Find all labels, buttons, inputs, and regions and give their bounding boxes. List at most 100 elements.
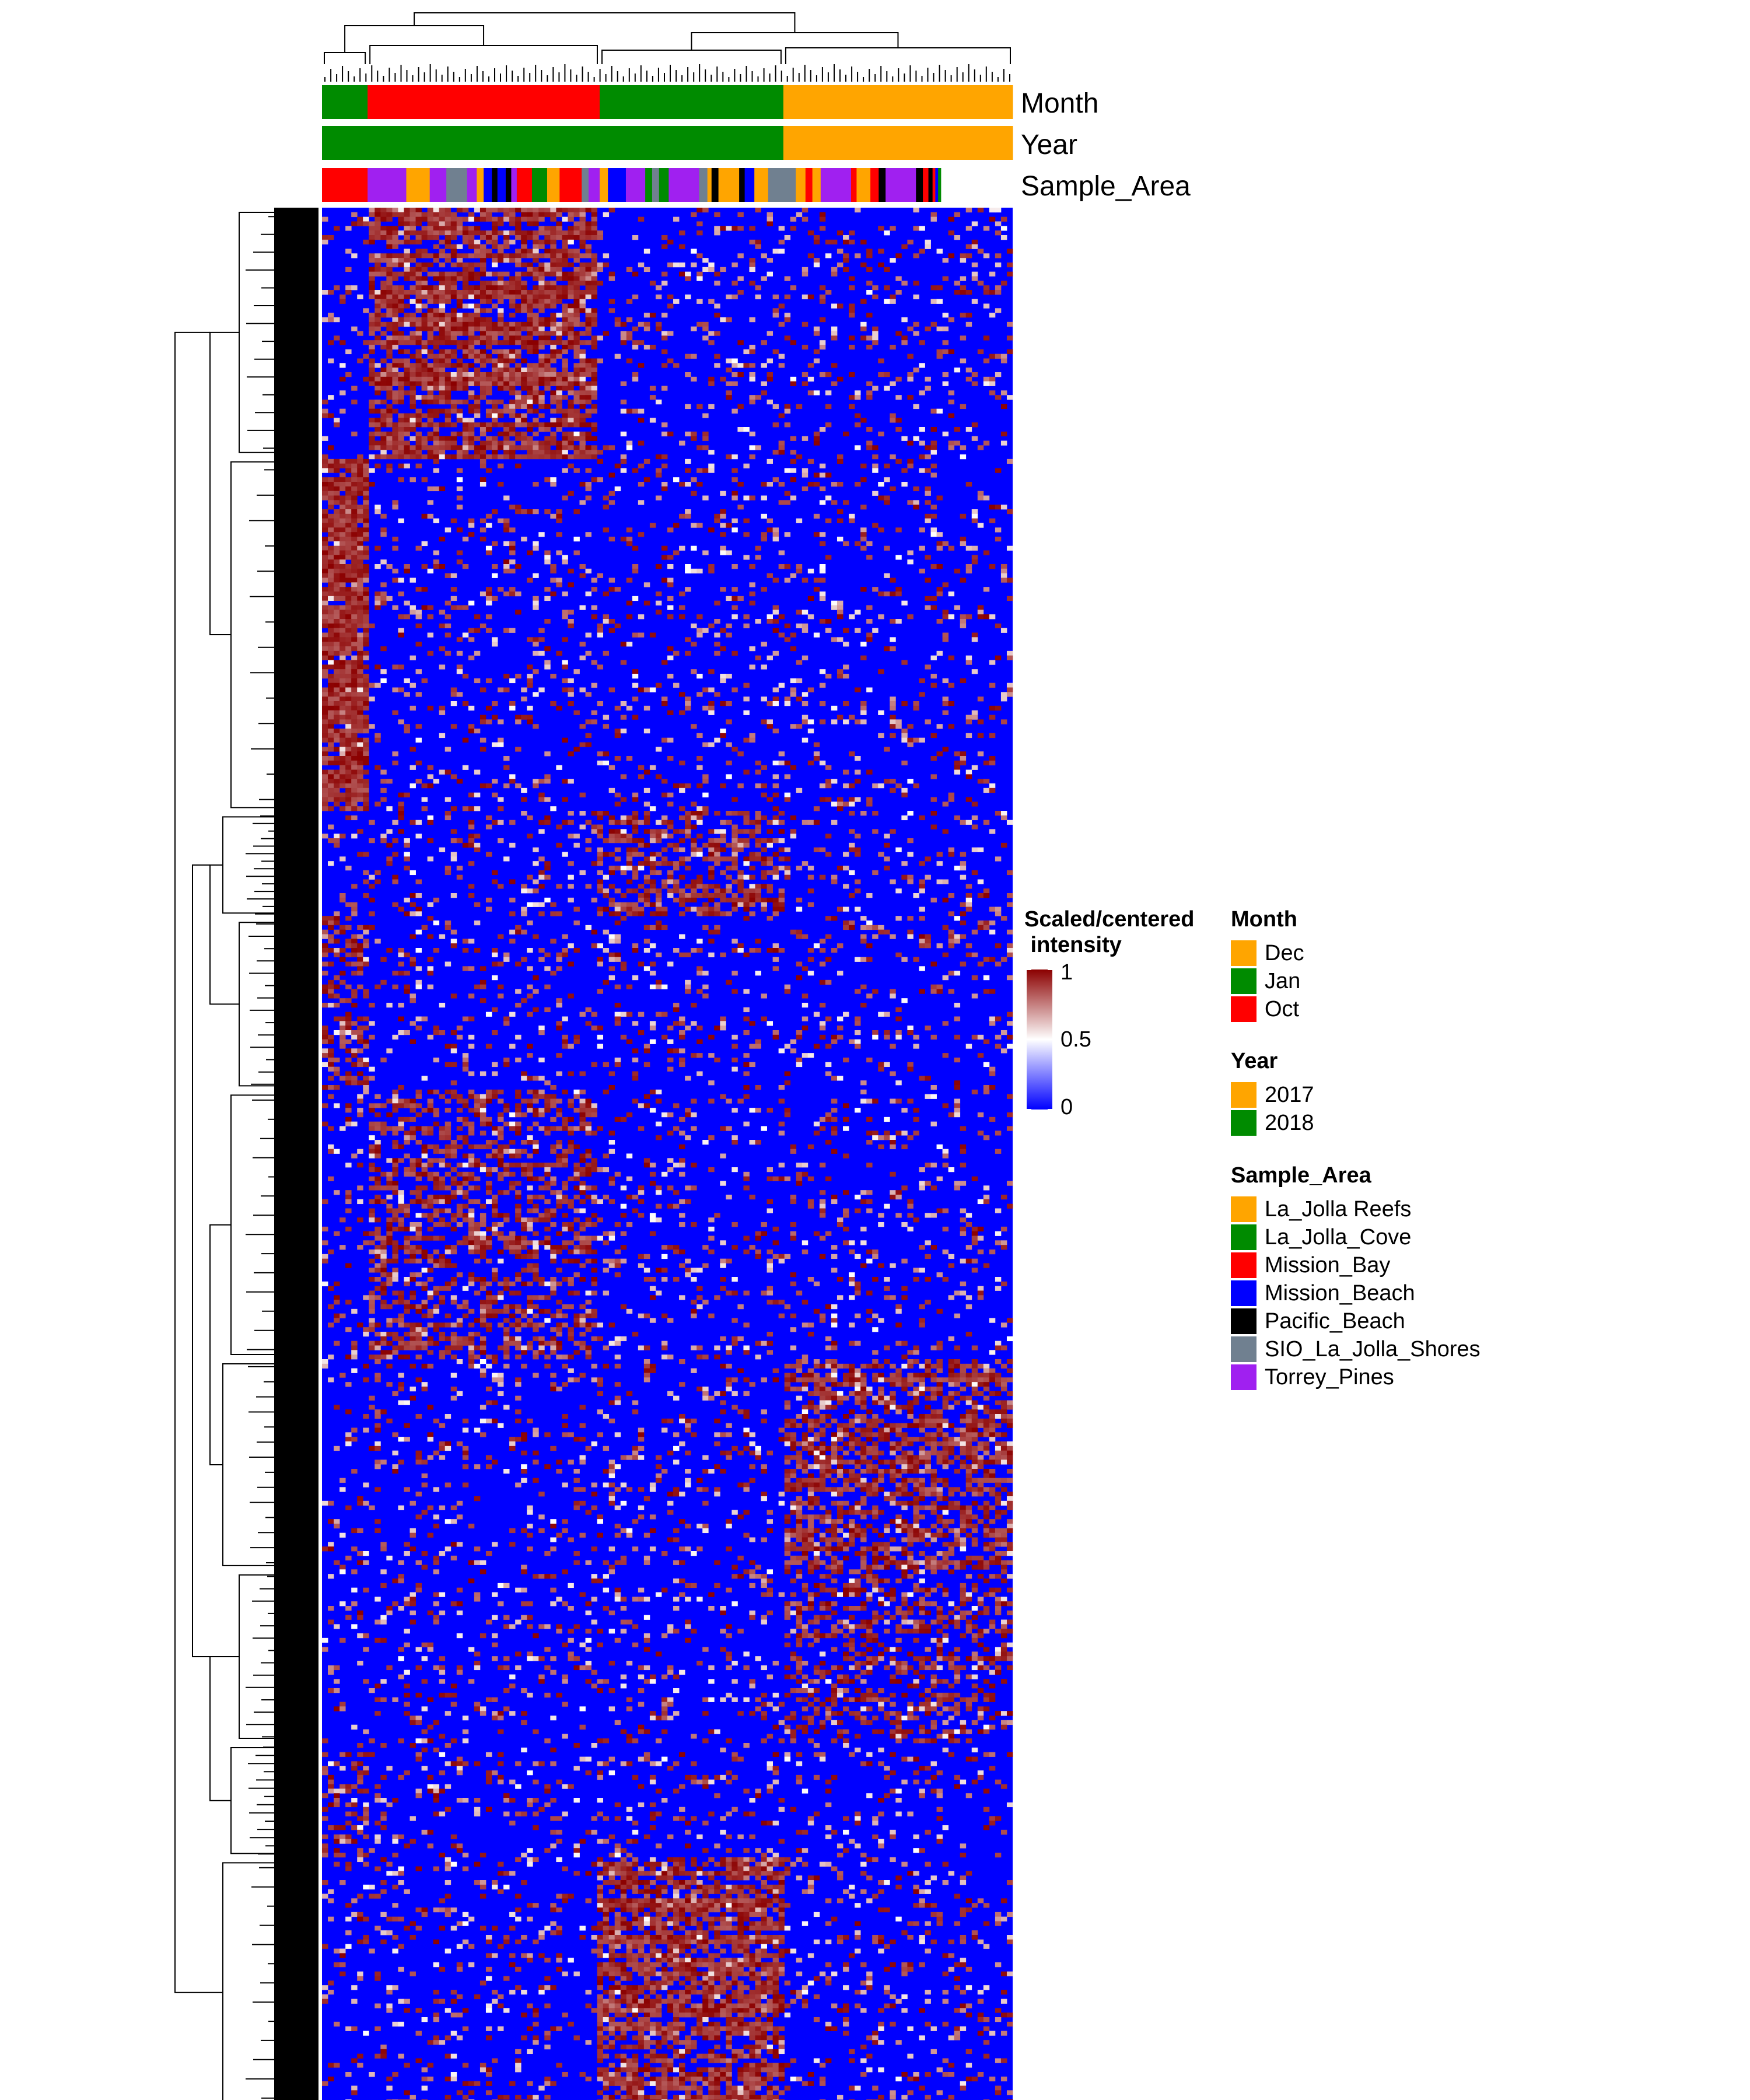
heatmap-cell	[351, 674, 358, 679]
heatmap-cell	[427, 321, 434, 327]
heatmap-cell	[802, 208, 808, 213]
heatmap-cell	[603, 527, 610, 533]
heatmap-cell	[579, 208, 586, 213]
heatmap-cell	[919, 340, 925, 345]
heatmap-cell	[363, 783, 369, 789]
heatmap-cell	[855, 390, 861, 396]
heatmap-cell	[410, 477, 416, 482]
heatmap-cell	[374, 235, 381, 240]
heatmap-cell	[726, 381, 732, 386]
heatmap-cell	[977, 779, 984, 784]
heatmap-cell	[649, 852, 656, 857]
heatmap-cell	[345, 614, 352, 620]
heatmap-cell	[989, 376, 996, 382]
heatmap-cell	[649, 395, 656, 400]
heatmap-cell	[936, 349, 943, 355]
heatmap-cell	[831, 267, 838, 272]
heatmap-cell	[667, 861, 674, 866]
heatmap-cell	[462, 345, 469, 350]
heatmap-cell	[620, 907, 627, 912]
heatmap-cell	[498, 358, 504, 363]
heatmap-cell	[597, 573, 604, 578]
heatmap-cell	[878, 592, 884, 597]
heatmap-cell	[562, 317, 568, 323]
heatmap-cell	[971, 513, 978, 519]
heatmap-cell	[433, 258, 440, 263]
heatmap-cell	[726, 523, 732, 528]
heatmap-cell	[521, 271, 527, 276]
heatmap-cell	[462, 422, 469, 428]
heatmap-cell	[374, 408, 381, 414]
heatmap-cell	[456, 838, 463, 844]
heatmap-cell	[374, 545, 381, 551]
heatmap-cell	[427, 400, 434, 405]
heatmap-cell	[357, 760, 363, 766]
heatmap-cell	[363, 742, 369, 747]
heatmap-cell	[380, 290, 387, 295]
heatmap-cell	[638, 532, 645, 537]
heatmap-cell	[579, 354, 586, 359]
heatmap-cell	[849, 921, 855, 926]
heatmap-cell	[515, 422, 522, 428]
heatmap-cell	[550, 368, 556, 373]
heatmap-cell	[404, 418, 410, 423]
heatmap-cell	[965, 568, 972, 574]
heatmap-cell	[849, 842, 855, 848]
heatmap-cell	[363, 760, 369, 766]
heatmap-cell	[480, 235, 487, 240]
heatmap-cell	[632, 596, 639, 601]
heatmap-cell	[392, 290, 398, 295]
heatmap-cell	[468, 271, 475, 276]
heatmap-cell	[485, 408, 492, 414]
heatmap-cell	[766, 376, 774, 382]
heatmap-cell	[544, 321, 551, 327]
heatmap-cell	[374, 418, 381, 423]
heatmap-cell	[749, 454, 755, 460]
heatmap-cell	[732, 856, 738, 862]
heatmap-cell	[667, 614, 674, 620]
heatmap-cell	[919, 545, 925, 551]
heatmap-cell	[919, 440, 925, 446]
heatmap-cell	[965, 545, 972, 551]
heatmap-cell	[404, 440, 410, 446]
heatmap-cell	[374, 321, 381, 327]
heatmap-cell	[538, 829, 545, 834]
heatmap-cell	[749, 646, 755, 652]
heatmap-cell	[755, 815, 761, 821]
heatmap-cell	[866, 687, 873, 692]
heatmap-cell	[369, 874, 375, 880]
heatmap-cell	[726, 294, 732, 300]
heatmap-cell	[538, 326, 545, 331]
heatmap-cell	[474, 413, 481, 418]
heatmap-cell	[515, 431, 522, 437]
heatmap-cell	[579, 811, 586, 816]
heatmap-cell	[462, 737, 469, 743]
heatmap-cell	[357, 619, 363, 624]
heatmap-cell	[708, 623, 715, 629]
heatmap-cell	[485, 513, 492, 519]
heatmap-cell	[357, 797, 363, 802]
heatmap-cell	[515, 308, 522, 313]
heatmap-cell	[989, 660, 996, 665]
heatmap-cell	[369, 724, 375, 729]
heatmap-cell	[696, 253, 703, 258]
heatmap-cell	[328, 692, 334, 697]
heatmap-cell	[527, 678, 533, 684]
heatmap-cell	[468, 705, 475, 711]
heatmap-cell	[890, 696, 896, 702]
heatmap-cell	[374, 390, 381, 396]
heatmap-cell	[415, 879, 422, 884]
heatmap-cell	[340, 505, 346, 510]
heatmap-cell	[743, 897, 750, 903]
heatmap-cell	[954, 769, 961, 775]
heatmap-cell	[544, 235, 551, 240]
heatmap-cell	[515, 610, 522, 615]
heatmap-cell	[890, 294, 896, 300]
heatmap-cell	[533, 321, 539, 327]
heatmap-cell	[340, 646, 346, 652]
heatmap-cell	[527, 303, 533, 309]
heatmap-cell	[538, 390, 545, 396]
heatmap-cell	[954, 934, 961, 939]
heatmap-cell	[1000, 696, 1007, 702]
heatmap-cell	[591, 363, 597, 368]
